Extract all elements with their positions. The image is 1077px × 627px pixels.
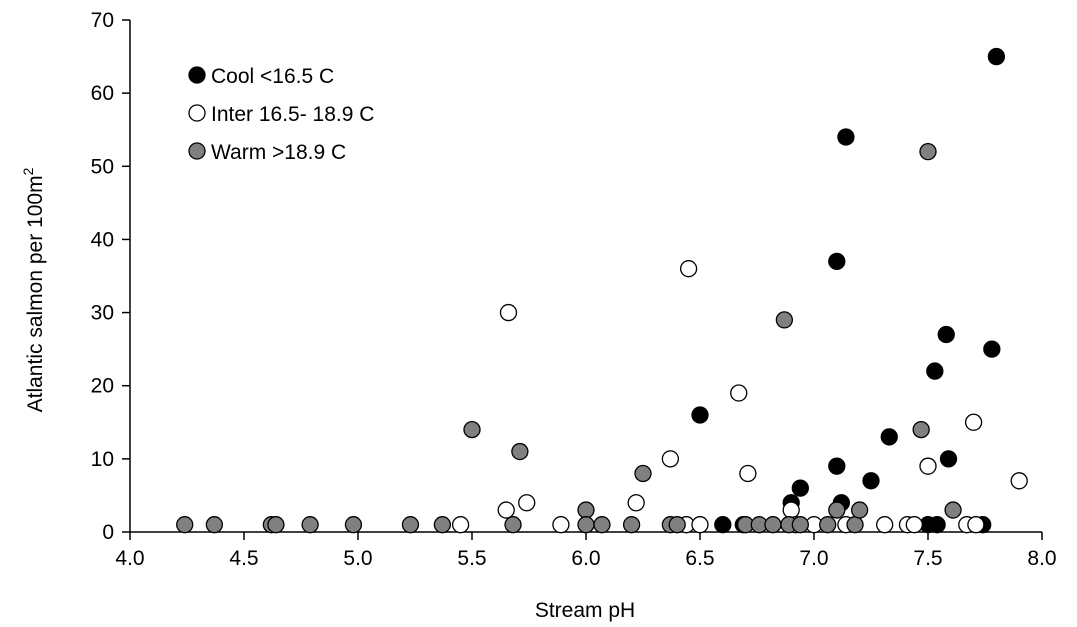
legend: Cool <16.5 C Inter 16.5- 18.9 C Warm >18.9…: [188, 65, 374, 164]
data-point-series-2: [919, 457, 937, 475]
data-point-series-2: [627, 494, 645, 512]
data-point-series-2: [964, 413, 983, 431]
data-point-series-1: [880, 428, 898, 446]
y-tick-label: 70: [91, 9, 114, 32]
legend-marker: [188, 104, 206, 122]
data-point-series-1: [714, 516, 732, 534]
data-point-series-3: [205, 516, 224, 534]
data-point-series-3: [668, 516, 686, 534]
data-point-series-3: [577, 516, 595, 534]
data-point-series-3: [504, 516, 522, 534]
data-point-series-1: [987, 47, 1006, 66]
data-point-series-3: [944, 501, 962, 519]
data-point-series-2: [782, 501, 800, 519]
y-tick-label: 50: [91, 155, 114, 178]
x-tick-label: 4.5: [229, 547, 258, 570]
data-point-series-1: [828, 457, 846, 475]
data-point-series-1: [937, 325, 955, 344]
y-axis-title-superscript: 2: [20, 167, 36, 175]
data-point-series-1: [983, 340, 1001, 358]
data-point-series-3: [622, 516, 641, 534]
data-point-series-2: [967, 516, 985, 534]
data-point-series-2: [876, 516, 894, 534]
x-tick-label: 4.0: [115, 547, 144, 570]
data-point-series-2: [451, 516, 470, 534]
data-point-series-3: [401, 516, 420, 534]
x-tick-label: 7.0: [799, 547, 828, 570]
x-tick-label: 7.5: [913, 547, 942, 570]
y-axis-ticks: 0 10 20 30 40 50 60 70: [91, 9, 130, 544]
data-point-series-2: [730, 384, 748, 402]
data-point-series-2: [1010, 472, 1028, 490]
x-tick-label: 5.0: [343, 547, 372, 570]
data-point-series-2: [679, 260, 698, 278]
y-tick-label: 10: [91, 448, 114, 471]
data-point-series-3: [176, 516, 194, 534]
data-point-series-3: [819, 516, 837, 534]
data-point-series-2: [905, 516, 923, 534]
data-point-series-2: [739, 464, 757, 483]
data-point-series-3: [634, 464, 652, 483]
data-point-series-1: [828, 252, 846, 271]
data-point-series-1: [837, 128, 855, 146]
legend-label: Warm >18.9 C: [211, 141, 346, 164]
data-point-series-3: [301, 516, 319, 534]
data-point-series-1: [939, 450, 958, 468]
data-point-series-3: [577, 501, 595, 519]
data-point-series-3: [511, 442, 529, 461]
legend-label: Inter 16.5- 18.9 C: [211, 103, 374, 126]
data-point-series-1: [691, 406, 709, 424]
y-tick-label: 60: [91, 82, 114, 105]
data-point-series-3: [828, 501, 846, 519]
x-axis-title: Stream pH: [535, 599, 635, 622]
y-tick-label: 40: [91, 228, 114, 251]
y-tick-label: 20: [91, 375, 114, 398]
data-point-series-3: [344, 516, 363, 534]
y-axis-title-text: Atlantic salmon per 100m: [24, 175, 47, 412]
data-point-series-3: [775, 311, 794, 329]
y-tick-label: 30: [91, 302, 114, 325]
data-point-series-3: [593, 516, 611, 534]
x-tick-label: 5.5: [457, 547, 486, 570]
x-tick-label: 6.0: [571, 547, 600, 570]
y-axis-title: Atlantic salmon per 100m2: [20, 167, 47, 412]
data-point-series-1: [928, 516, 946, 534]
legend-marker: [188, 142, 206, 160]
data-point-series-2: [691, 516, 709, 534]
data-point-series-3: [850, 501, 869, 519]
data-point-series-1: [791, 479, 809, 497]
axes: [129, 20, 1042, 533]
data-point-series-3: [463, 420, 481, 439]
x-tick-label: 6.5: [685, 547, 714, 570]
data-point-series-3: [267, 516, 285, 534]
data-point-series-2: [552, 516, 570, 534]
data-point-series-1: [926, 362, 944, 380]
y-tick-label: 0: [102, 521, 114, 544]
data-point-series-3: [791, 516, 809, 534]
legend-marker: [188, 66, 206, 84]
data-points: [176, 47, 1028, 534]
data-point-series-2: [497, 501, 515, 519]
x-tick-label: 8.0: [1027, 547, 1056, 570]
data-point-series-1: [862, 472, 880, 490]
data-point-series-2: [518, 494, 536, 512]
data-point-series-2: [499, 303, 518, 322]
data-point-series-2: [661, 450, 680, 468]
legend-label: Cool <16.5 C: [211, 65, 334, 88]
data-point-series-3: [846, 516, 864, 534]
x-axis-ticks: 4.0 4.5 5.0 5.5 6.0 6.5 7.0 7.5 8.0: [115, 532, 1057, 570]
data-point-series-3: [764, 516, 782, 534]
data-point-series-3: [912, 420, 930, 439]
data-point-series-3: [433, 516, 452, 534]
data-point-series-3: [919, 143, 937, 161]
